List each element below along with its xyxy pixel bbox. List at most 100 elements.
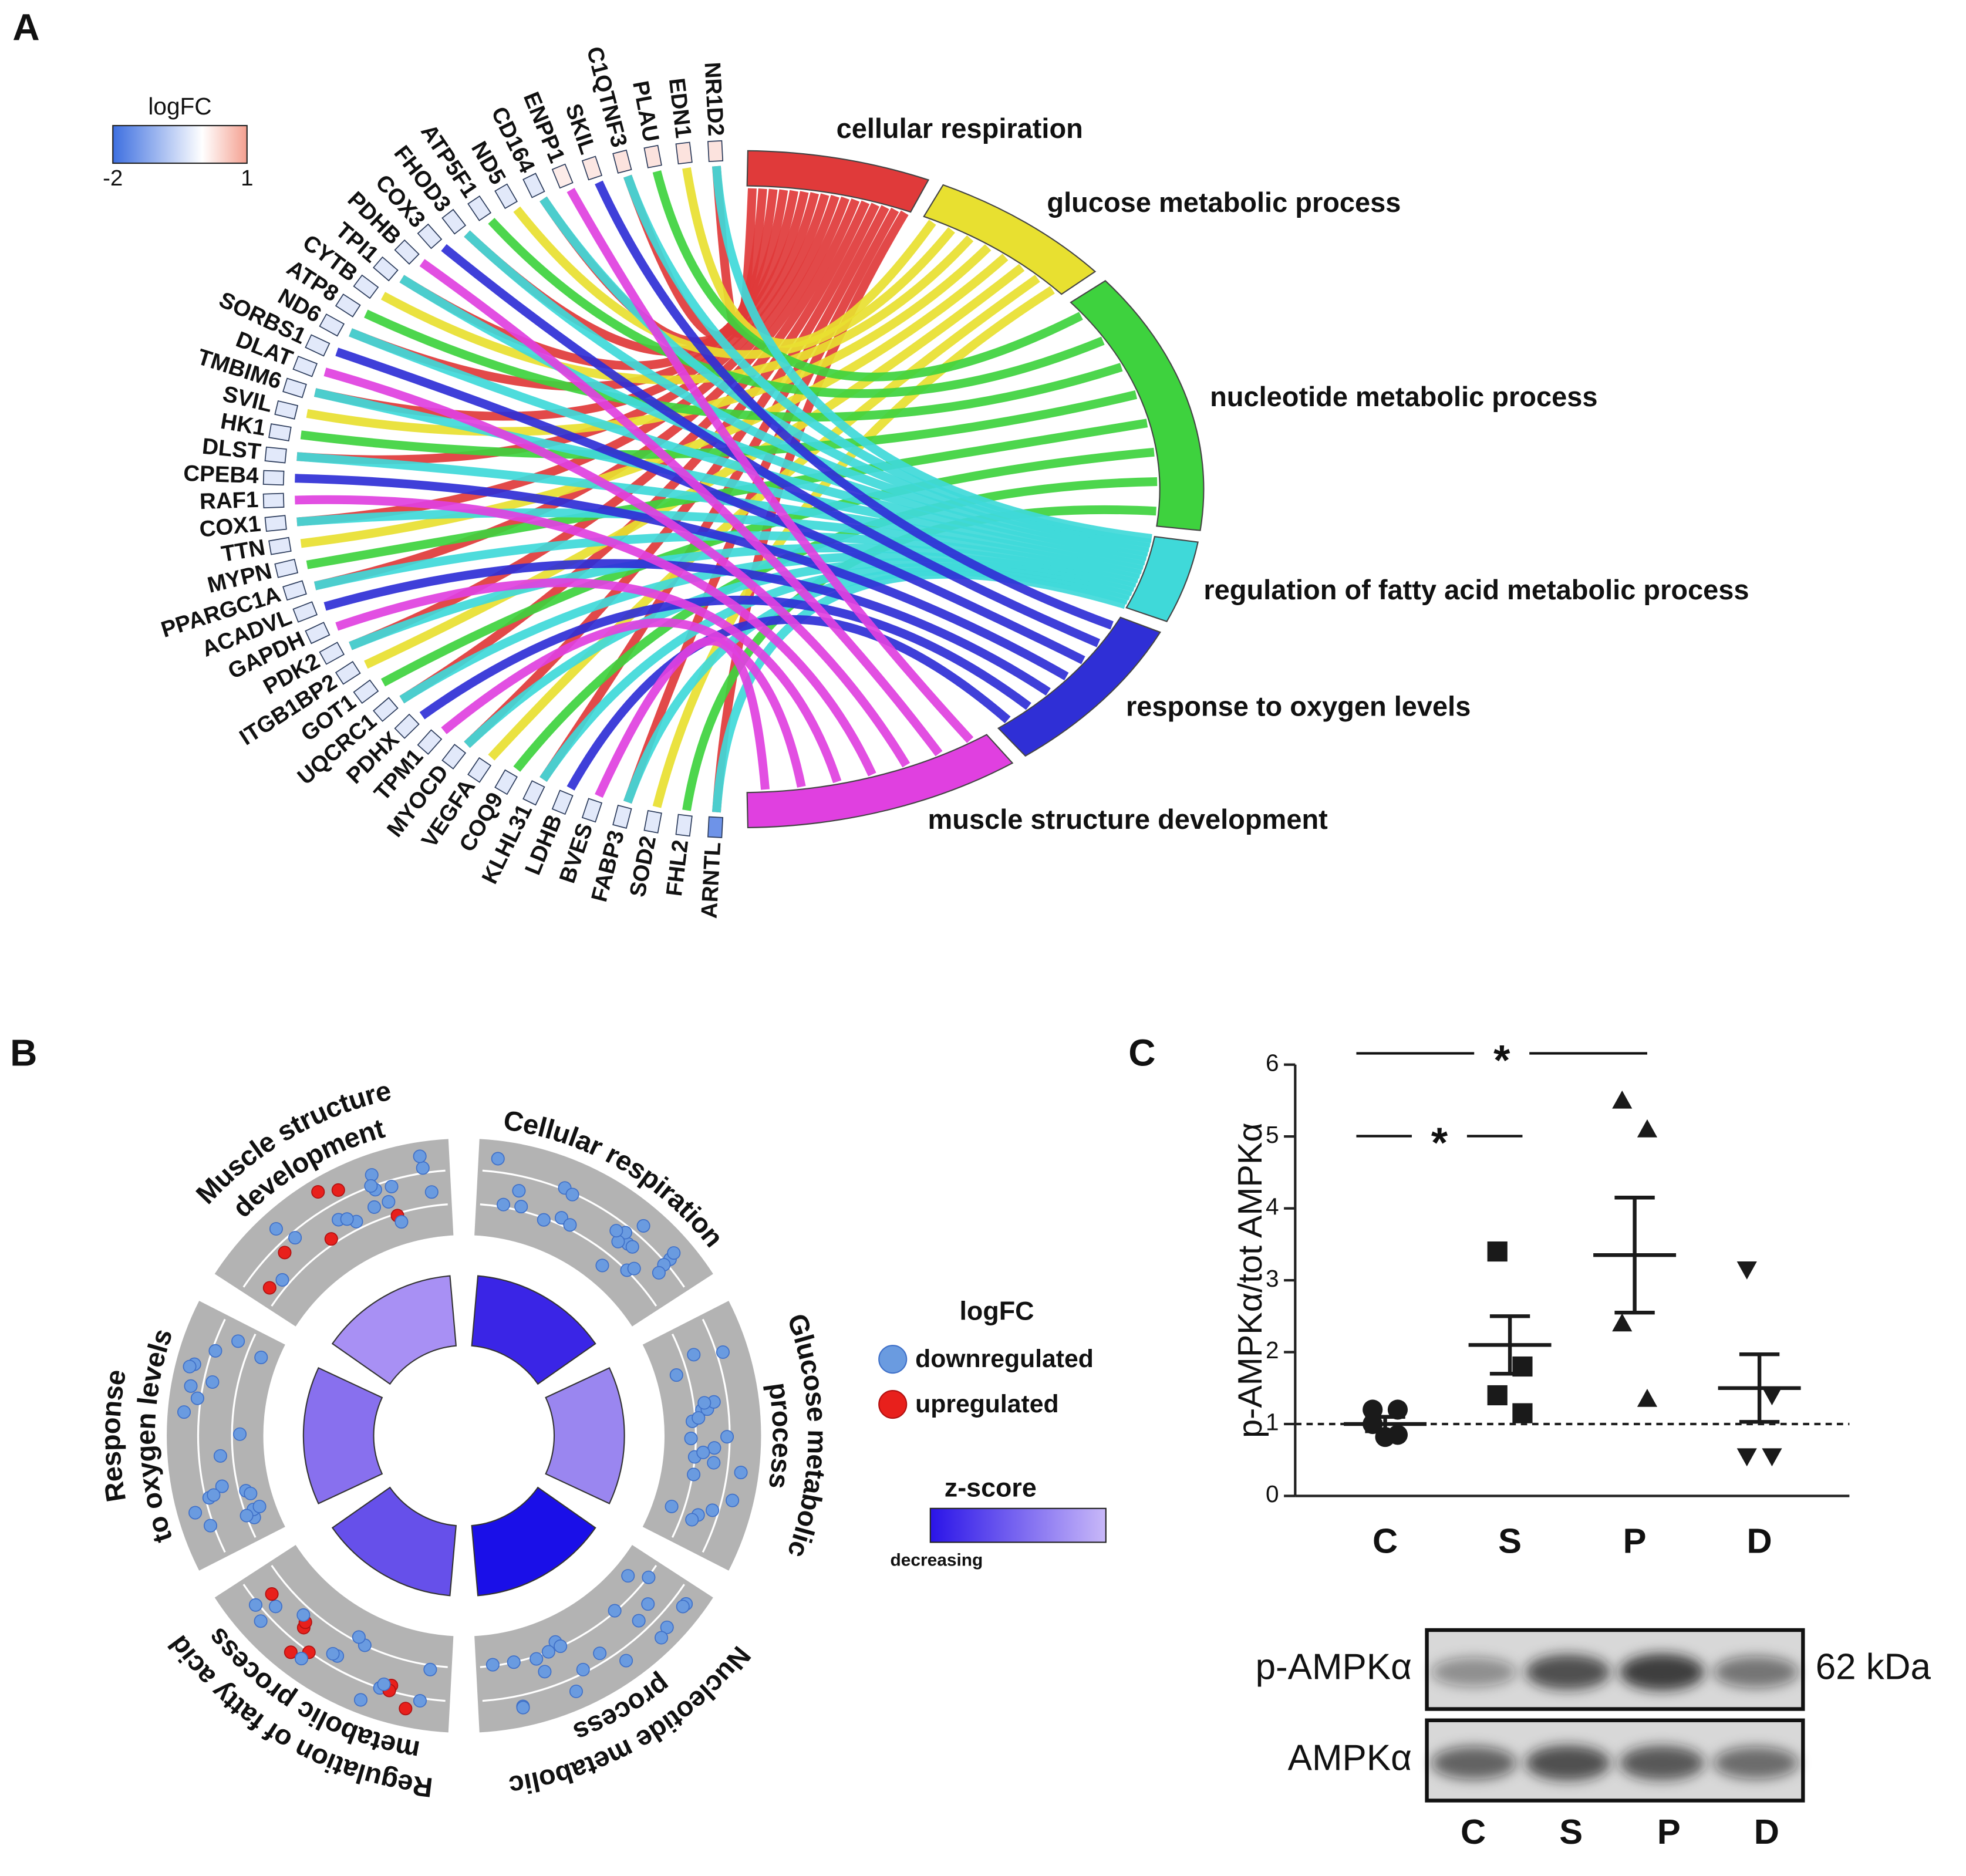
gene-dot bbox=[382, 1195, 396, 1209]
term-arc bbox=[746, 734, 1014, 829]
gene-dot bbox=[265, 1587, 279, 1601]
gene-box bbox=[551, 789, 574, 815]
gene-dot bbox=[254, 1614, 268, 1628]
gene-dot bbox=[627, 1261, 641, 1276]
gene-box bbox=[292, 355, 318, 377]
gene-box bbox=[417, 729, 443, 755]
gene-dot bbox=[619, 1654, 633, 1668]
gene-dot bbox=[205, 1375, 220, 1389]
blot-band bbox=[1431, 1746, 1516, 1780]
error-bar bbox=[1614, 1196, 1655, 1315]
gene-dot bbox=[706, 1503, 720, 1517]
gene-dot bbox=[353, 1693, 367, 1707]
gene-box bbox=[467, 757, 492, 783]
gene-dot bbox=[692, 1411, 706, 1425]
gene-box bbox=[707, 140, 724, 163]
significance-label: * bbox=[1431, 1119, 1448, 1167]
gene-box bbox=[268, 537, 292, 555]
gene-dot bbox=[507, 1655, 521, 1669]
legend-title: z-score bbox=[945, 1473, 1037, 1503]
gene-dot bbox=[215, 1479, 229, 1493]
zscore-bar bbox=[331, 1275, 457, 1385]
gene-dot bbox=[413, 1693, 427, 1708]
gene-dot bbox=[625, 1240, 639, 1254]
band-ring bbox=[271, 1564, 448, 1668]
gene-box bbox=[467, 195, 492, 221]
gene-dot bbox=[177, 1405, 191, 1419]
chord bbox=[399, 275, 1148, 561]
gene-dot bbox=[311, 1185, 325, 1199]
gene-dot bbox=[324, 1232, 338, 1246]
term-label: response to oxygen levels bbox=[1126, 691, 1471, 722]
gene-box bbox=[612, 804, 632, 829]
gene-dot bbox=[684, 1432, 698, 1446]
gene-label: EDN1 bbox=[664, 77, 696, 140]
legend-tick-label: -2 bbox=[103, 166, 123, 191]
gene-dot bbox=[687, 1348, 701, 1362]
gene-label: COX1 bbox=[198, 511, 262, 542]
gene-box bbox=[441, 208, 467, 235]
gene-dot bbox=[248, 1598, 262, 1612]
legend-note: decreasing bbox=[890, 1550, 983, 1570]
panel-letter: B bbox=[10, 1032, 37, 1074]
gene-dot bbox=[676, 1600, 690, 1614]
gene-dot bbox=[726, 1493, 740, 1507]
blot-lane-label: D bbox=[1754, 1812, 1779, 1851]
gene-dot bbox=[485, 1658, 500, 1672]
term-label: nucleotide metabolic process bbox=[1210, 381, 1597, 412]
gene-dot bbox=[707, 1456, 721, 1470]
term-arc bbox=[923, 184, 1097, 295]
legend-title: logFC bbox=[148, 93, 211, 120]
gene-box bbox=[675, 141, 693, 165]
chord bbox=[335, 578, 842, 784]
gene-box bbox=[522, 780, 545, 806]
gene-dot bbox=[569, 1684, 584, 1699]
data-point bbox=[1637, 1389, 1658, 1407]
blot-lane-label: C bbox=[1461, 1812, 1486, 1851]
term-label-text: Response bbox=[95, 1367, 131, 1504]
gene-dot bbox=[707, 1441, 721, 1455]
data-point bbox=[1487, 1385, 1508, 1406]
gene-dot bbox=[184, 1379, 198, 1393]
zscore-bar bbox=[471, 1486, 596, 1597]
gene-dot bbox=[667, 1246, 681, 1260]
gene-dot bbox=[537, 1213, 551, 1227]
gene-box bbox=[335, 293, 361, 318]
gene-box bbox=[262, 470, 285, 486]
zscore-bar bbox=[331, 1486, 457, 1597]
data-point bbox=[1387, 1399, 1408, 1420]
gene-label: NR1D2 bbox=[699, 62, 729, 137]
gene-dot bbox=[642, 1570, 656, 1584]
chord bbox=[464, 230, 1149, 556]
blot-row-label: AMPKα bbox=[1288, 1737, 1412, 1778]
gene-box bbox=[353, 274, 379, 299]
gene-dot bbox=[188, 1506, 203, 1520]
gene-box bbox=[494, 769, 518, 795]
term-arc bbox=[1070, 279, 1205, 531]
gene-dot bbox=[416, 1161, 430, 1175]
x-tick-label: C bbox=[1373, 1521, 1398, 1560]
legend-swatch bbox=[878, 1345, 908, 1374]
y-tick-label: 6 bbox=[1266, 1049, 1279, 1076]
gene-dot bbox=[565, 1187, 579, 1202]
gene-box bbox=[394, 239, 420, 265]
chord bbox=[623, 207, 899, 804]
chord bbox=[566, 187, 974, 743]
chord bbox=[441, 244, 1101, 647]
y-axis-title: p-AMPKα/tot AMPKα bbox=[1232, 1122, 1269, 1438]
gene-label: FHL2 bbox=[662, 839, 693, 898]
term-arc bbox=[746, 150, 930, 213]
blot-band bbox=[1525, 1654, 1610, 1690]
gene-dot bbox=[696, 1445, 710, 1459]
x-tick-label: S bbox=[1498, 1521, 1522, 1560]
data-point bbox=[1736, 1261, 1757, 1280]
gene-dot bbox=[183, 1359, 197, 1374]
gene-dot bbox=[665, 1499, 679, 1514]
gene-dot bbox=[632, 1614, 646, 1628]
y-tick-label: 3 bbox=[1266, 1265, 1279, 1292]
data-point bbox=[1363, 1399, 1383, 1420]
blot-band bbox=[1714, 1656, 1799, 1688]
gene-dot bbox=[541, 1645, 555, 1659]
chord bbox=[441, 618, 806, 788]
